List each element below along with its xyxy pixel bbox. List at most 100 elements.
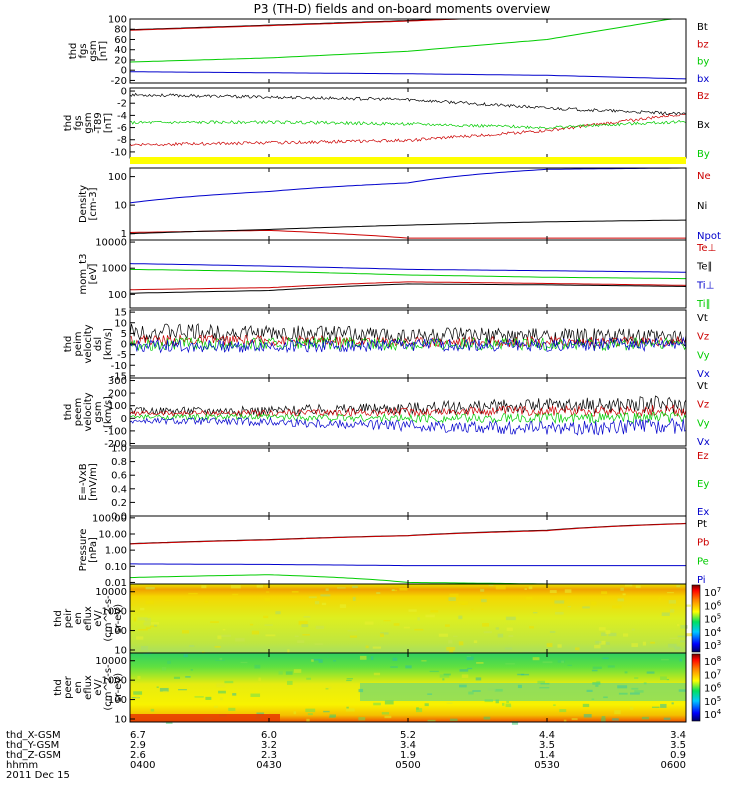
svg-text:gsm: gsm bbox=[83, 112, 94, 133]
y-tick-label: 10000 bbox=[95, 656, 127, 667]
svg-text:dsl: dsl bbox=[93, 337, 104, 351]
colorbar-tick-label: 106 bbox=[704, 682, 722, 695]
y-tick-label: 80 bbox=[114, 25, 127, 36]
colorbar-tick-label: 106 bbox=[704, 599, 722, 612]
svg-text:thd: thd bbox=[63, 404, 74, 421]
legend-entry: Vz bbox=[697, 332, 709, 343]
legend-entry: Vy bbox=[697, 418, 710, 429]
svg-text:thd: thd bbox=[53, 679, 64, 696]
y-tick-label: 0 bbox=[121, 66, 127, 77]
legend-entry: Vy bbox=[697, 350, 710, 361]
legend-entry: Vt bbox=[697, 381, 708, 392]
y-axis-label: Pressure [nPa] bbox=[78, 529, 99, 572]
svg-text:thd: thd bbox=[63, 336, 74, 353]
ephemeris-label: thd_Z-GSM bbox=[6, 750, 61, 761]
svg-text:[nT]: [nT] bbox=[103, 113, 114, 133]
y-tick-label: 100 bbox=[108, 695, 127, 706]
ephemeris-value: 3.5 bbox=[539, 740, 555, 751]
y-tick-label: 40 bbox=[114, 45, 127, 56]
flag-bar bbox=[130, 157, 686, 164]
y-axis-label: thd fgs gsm [nT] bbox=[68, 40, 109, 61]
y-tick-label: -20 bbox=[111, 76, 127, 87]
panel-frame bbox=[129, 239, 687, 309]
series-line-Vt bbox=[129, 395, 687, 416]
y-axis-label: thd fgs gsm -T89 [nT] bbox=[63, 112, 114, 134]
colorbar-tick-label: 104 bbox=[704, 626, 722, 639]
svg-text:-T89: -T89 bbox=[93, 112, 104, 134]
y-axis-label: thd peim velocity dsl [km/s] bbox=[63, 324, 114, 363]
y-tick-label: 200 bbox=[108, 389, 127, 400]
spectrogram bbox=[130, 584, 686, 653]
y-tick-label: 100.00 bbox=[92, 513, 127, 524]
y-tick-label: -8 bbox=[117, 135, 127, 146]
legend-entry: Ti∥ bbox=[696, 299, 711, 310]
ephemeris-value: 3.5 bbox=[670, 740, 686, 751]
y-tick-label: 100 bbox=[108, 290, 127, 301]
y-tick-label: 100 bbox=[108, 626, 127, 637]
y-tick-label: -10 bbox=[111, 147, 127, 158]
panel-8: Pt Pb Pe Pi 100.00 10.00 1.00 0.10 0.01 Pressure[… bbox=[78, 513, 709, 589]
y-tick-label: 5 bbox=[121, 329, 127, 340]
ephemeris-value: 0400 bbox=[130, 760, 155, 771]
ephemeris-value: 2.3 bbox=[261, 750, 277, 761]
y-tick-label: 0.01 bbox=[105, 578, 127, 589]
svg-text:[nT]: [nT] bbox=[98, 41, 109, 61]
y-tick-label: -200 bbox=[104, 439, 127, 450]
y-tick-label: 10 bbox=[114, 201, 127, 212]
legend-entry: Ex bbox=[697, 507, 709, 518]
y-axis-label: Density [cm-3] bbox=[78, 185, 99, 223]
colorbar-tick-label: 103 bbox=[704, 639, 721, 652]
svg-text:[cm-3]: [cm-3] bbox=[88, 187, 99, 220]
series-line-Pb bbox=[129, 523, 687, 545]
legend-entry: Pi bbox=[697, 575, 706, 586]
colorbar-tick-label: 107 bbox=[704, 586, 721, 599]
ephemeris-value: 0600 bbox=[661, 760, 686, 771]
y-tick-label: 0 bbox=[121, 340, 127, 351]
ephemeris-label: thd_X-GSM bbox=[6, 730, 61, 741]
svg-text:peem: peem bbox=[73, 398, 84, 426]
legend-entry: Vt bbox=[697, 313, 708, 324]
svg-text:(cm^2-s-: (cm^2-s- bbox=[103, 595, 114, 642]
svg-text:E=-VxB: E=-VxB bbox=[78, 463, 89, 500]
y-tick-label: -5 bbox=[117, 350, 127, 361]
legend-entry: Te⊥ bbox=[696, 243, 716, 254]
colorbar-tick-label: 108 bbox=[704, 655, 721, 668]
series-line-Ti⊥ bbox=[129, 263, 687, 273]
y-axis-label: thd peir en eflux eV/(cm^2-s-sr-eV) bbox=[53, 595, 124, 642]
y-axis-label: thd peem velocity gsm [km/s] bbox=[63, 392, 114, 431]
legend-entry: Ti⊥ bbox=[696, 280, 714, 291]
y-tick-label: -100 bbox=[104, 426, 127, 437]
y-tick-label: 60 bbox=[114, 35, 127, 46]
colorbar-tick-label: 107 bbox=[704, 668, 721, 681]
y-tick-label: 1000 bbox=[102, 264, 127, 275]
svg-text:velocity: velocity bbox=[83, 392, 94, 431]
svg-text:thd: thd bbox=[53, 610, 64, 627]
svg-text:velocity: velocity bbox=[83, 324, 94, 363]
y-tick-label: 0.10 bbox=[105, 562, 127, 573]
legend-entry: Npot bbox=[697, 231, 721, 242]
ephemeris-value: 1.4 bbox=[539, 750, 555, 761]
ephemeris-table: thd_X-GSM 6.7 6.0 5.2 4.4 3.4 thd_Y-GSM 2.9 3.2 3… bbox=[6, 730, 686, 781]
legend-entry: Ez bbox=[697, 451, 709, 462]
svg-text:Density: Density bbox=[78, 185, 89, 223]
panel-frame bbox=[129, 447, 687, 517]
y-tick-label: 300 bbox=[108, 376, 127, 387]
ephemeris-value: 2.6 bbox=[130, 750, 146, 761]
ephemeris-value: 1.9 bbox=[400, 750, 416, 761]
y-tick-label: 100 bbox=[108, 15, 127, 26]
legend-entry: bz bbox=[697, 39, 709, 50]
legend-entry: Te∥ bbox=[696, 262, 713, 273]
panel-4: Te⊥ Te∥ Ti⊥ Ti∥ 10000 1000 100 mom_t3 [eV] bbox=[78, 238, 716, 310]
legend-entry: Ey bbox=[697, 479, 709, 490]
svg-text:thd: thd bbox=[63, 115, 74, 132]
y-tick-label: 10 bbox=[114, 318, 127, 329]
svg-text:en: en bbox=[73, 681, 84, 694]
svg-text:eflux: eflux bbox=[83, 675, 94, 700]
ephemeris-value: 3.4 bbox=[670, 730, 686, 741]
y-tick-label: 10000 bbox=[95, 238, 127, 249]
svg-text:gsm: gsm bbox=[93, 401, 104, 422]
y-tick-label: 1000 bbox=[102, 607, 127, 618]
